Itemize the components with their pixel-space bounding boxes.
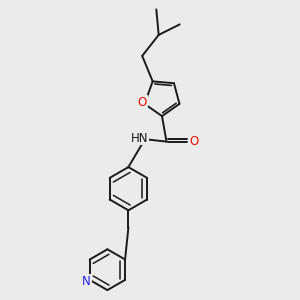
Text: O: O	[189, 135, 198, 148]
Text: O: O	[137, 96, 147, 109]
Text: HN: HN	[131, 131, 148, 145]
Text: N: N	[82, 275, 91, 288]
